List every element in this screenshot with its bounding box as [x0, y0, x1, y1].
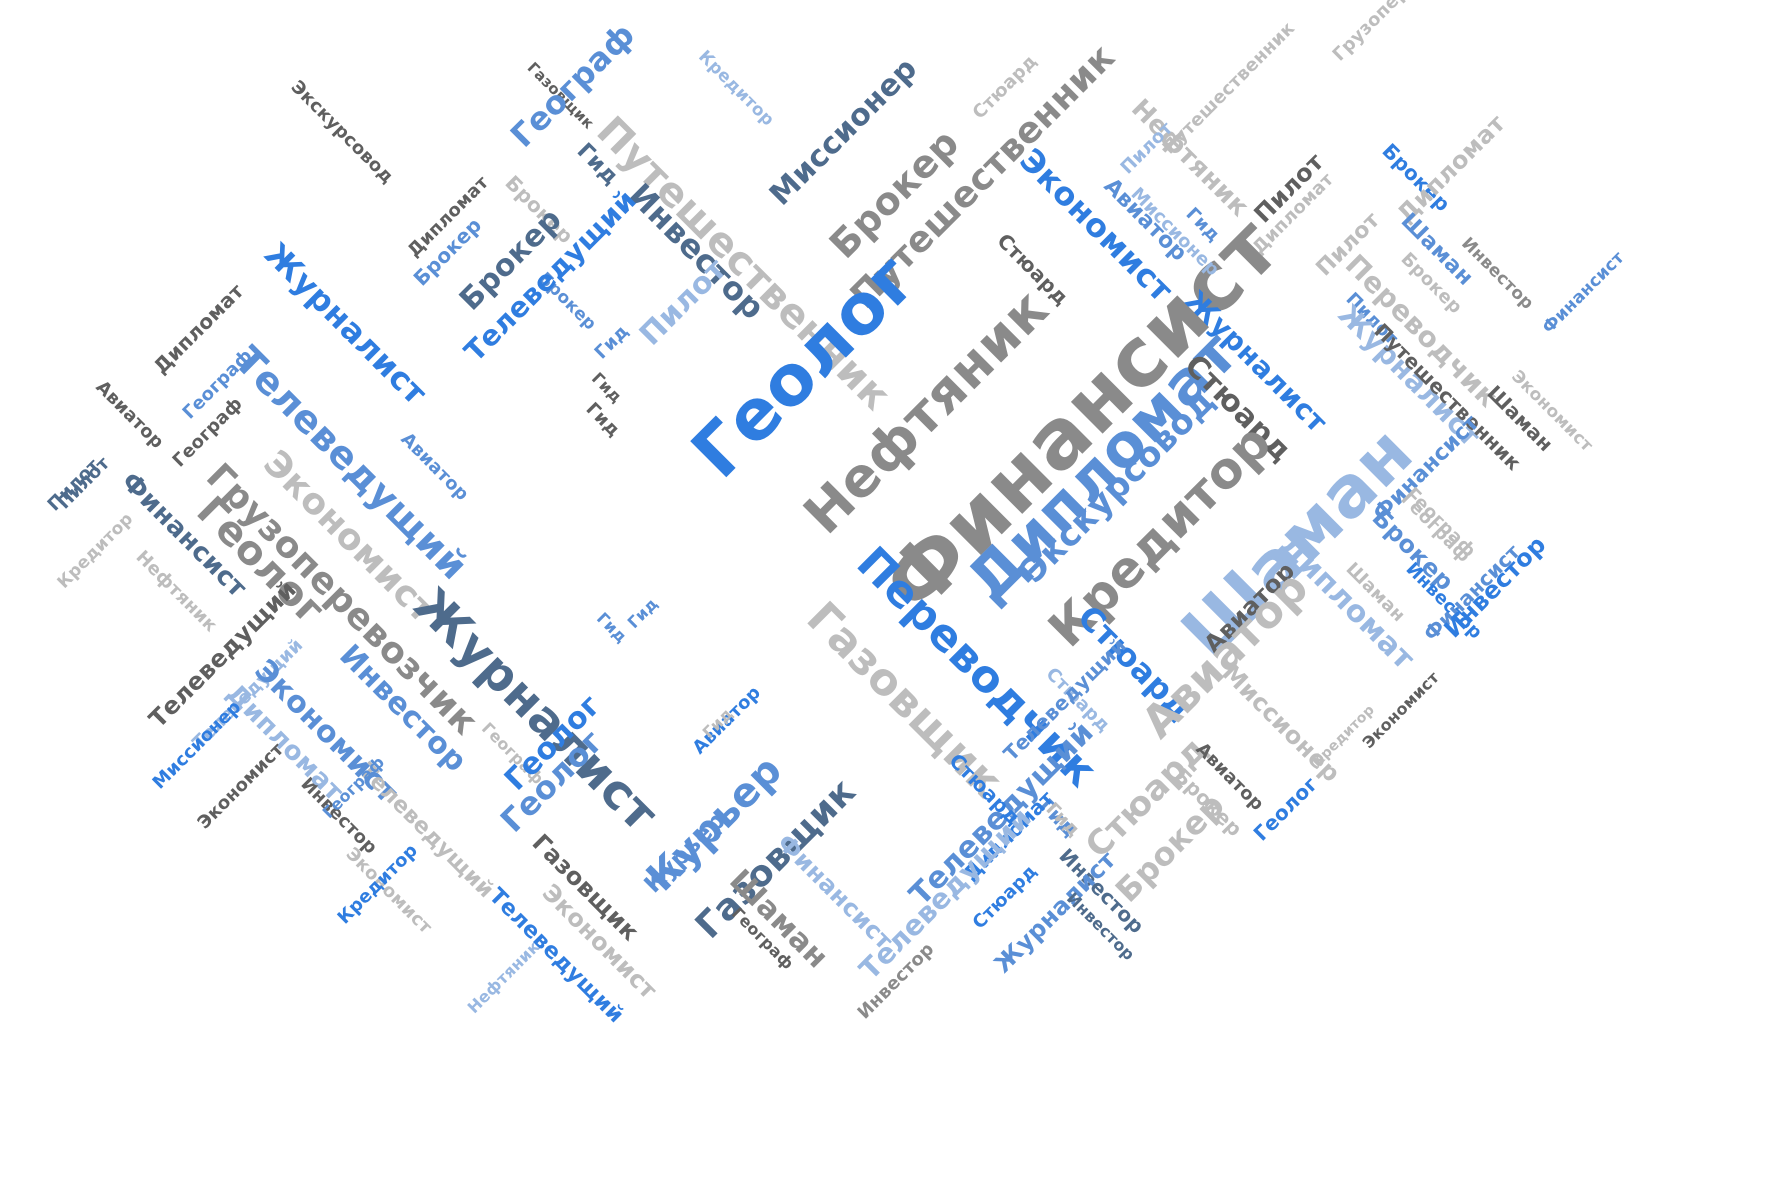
word-aviator-47: Авиатор	[91, 376, 168, 453]
word-ekskursovod-0: Экскурсовод	[286, 76, 398, 188]
word-gid-36: Гид	[590, 320, 634, 364]
word-missioner-94: Миссионер	[1216, 658, 1346, 788]
word-kreditor-2: Кредитор	[694, 46, 778, 131]
word-gid-114: Гид	[1041, 798, 1085, 842]
word-puteshestvennik-23: Путешественник	[1158, 17, 1300, 159]
word-gid-71: Гид	[623, 593, 662, 633]
word-pilot-52: Пилот	[632, 251, 734, 353]
word-neftyanik-122: Нефтяник	[463, 937, 544, 1018]
word-geolog-99: Геолог	[1248, 771, 1323, 846]
word-gid-131: Гид	[592, 608, 632, 647]
word-kreditor-66: Кредитор	[53, 509, 138, 593]
word-gruzoperevozchik-9: Грузоперевозчик	[1329, 0, 1473, 65]
word-ekonomist-91: Экономист	[193, 738, 289, 834]
word-gid-97: Гид	[698, 703, 737, 743]
word-finansist-43: Финансист	[1538, 247, 1629, 338]
word-gid-49: Гид	[581, 398, 625, 442]
